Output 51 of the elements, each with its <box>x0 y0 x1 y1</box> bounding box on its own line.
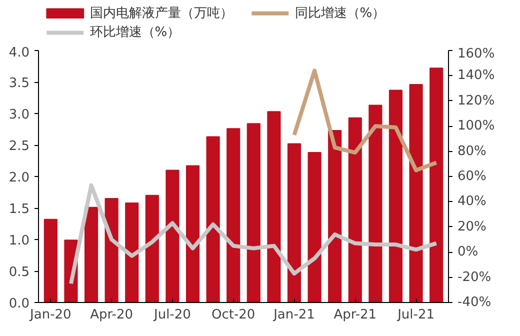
y2-tick-label: -20% <box>458 270 492 285</box>
bar <box>409 84 423 302</box>
y-tick-label: 4.0 <box>8 46 30 60</box>
y2-tick-label: 80% <box>458 144 486 159</box>
bar <box>84 206 98 302</box>
bar <box>166 170 180 302</box>
y-tick-label: 0.5 <box>8 265 30 280</box>
bar <box>267 111 281 302</box>
y-tick-label: 1.5 <box>8 202 30 217</box>
y2-tick-label: -40% <box>458 295 492 310</box>
y-tick-label: 2.5 <box>8 139 30 154</box>
bar <box>308 152 322 302</box>
y2-tick-label: 40% <box>458 194 486 210</box>
legend-label: 环比增速（%） <box>90 25 180 40</box>
y-tick-label: 3.0 <box>8 108 30 122</box>
bar <box>186 165 200 302</box>
y-tick-label: 0.0 <box>8 296 30 312</box>
x-tick-label: Oct-20 <box>211 308 256 322</box>
bar <box>104 198 118 302</box>
y2-tick-label: 100% <box>458 118 495 134</box>
bar <box>125 202 139 302</box>
y2-tick-label: 60% <box>458 169 486 184</box>
bar <box>328 130 342 302</box>
y-tick-label: 1.0 <box>8 234 30 248</box>
y2-tick-label: 120% <box>458 93 495 108</box>
bar <box>287 143 302 302</box>
y2-tick-label: 20% <box>458 219 486 234</box>
bar <box>368 104 382 302</box>
legend-label: 同比增速（%） <box>294 6 386 21</box>
bar <box>44 218 58 302</box>
bar <box>388 90 403 302</box>
legend-label: 国内电解液产量（万吨） <box>90 6 233 21</box>
bar <box>206 136 220 302</box>
line-series <box>68 183 438 286</box>
bar <box>430 68 444 302</box>
bar <box>348 117 362 302</box>
bar <box>145 194 159 302</box>
x-tick-label: Jul-21 <box>396 308 434 322</box>
bar <box>246 123 260 302</box>
x-tick-label: Jan-20 <box>29 308 72 322</box>
y2-tick-label: 160% <box>458 46 495 62</box>
y2-tick-label: 0% <box>458 244 478 260</box>
y-tick-label: 3.5 <box>8 76 30 91</box>
x-tick-label: Apr-21 <box>334 308 377 322</box>
x-tick-label: Apr-20 <box>90 308 134 322</box>
y2-tick-label: 140% <box>458 68 495 84</box>
bar <box>226 128 240 302</box>
x-tick-label: Jan-21 <box>272 308 315 322</box>
line-series <box>292 68 438 172</box>
x-tick-label: Jul-20 <box>153 308 191 322</box>
y-tick-label: 2.0 <box>8 170 30 186</box>
